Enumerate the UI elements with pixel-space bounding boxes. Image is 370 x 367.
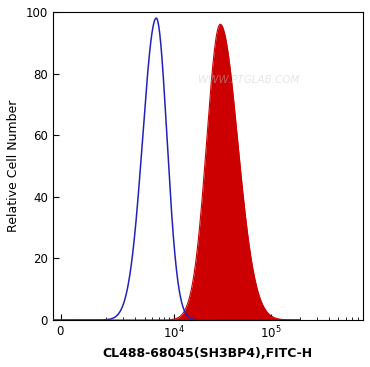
Y-axis label: Relative Cell Number: Relative Cell Number [7,100,20,232]
X-axis label: CL488-68045(SH3BP4),FITC-H: CL488-68045(SH3BP4),FITC-H [103,347,313,360]
Text: WWW.PTGLAB.COM: WWW.PTGLAB.COM [198,75,299,85]
